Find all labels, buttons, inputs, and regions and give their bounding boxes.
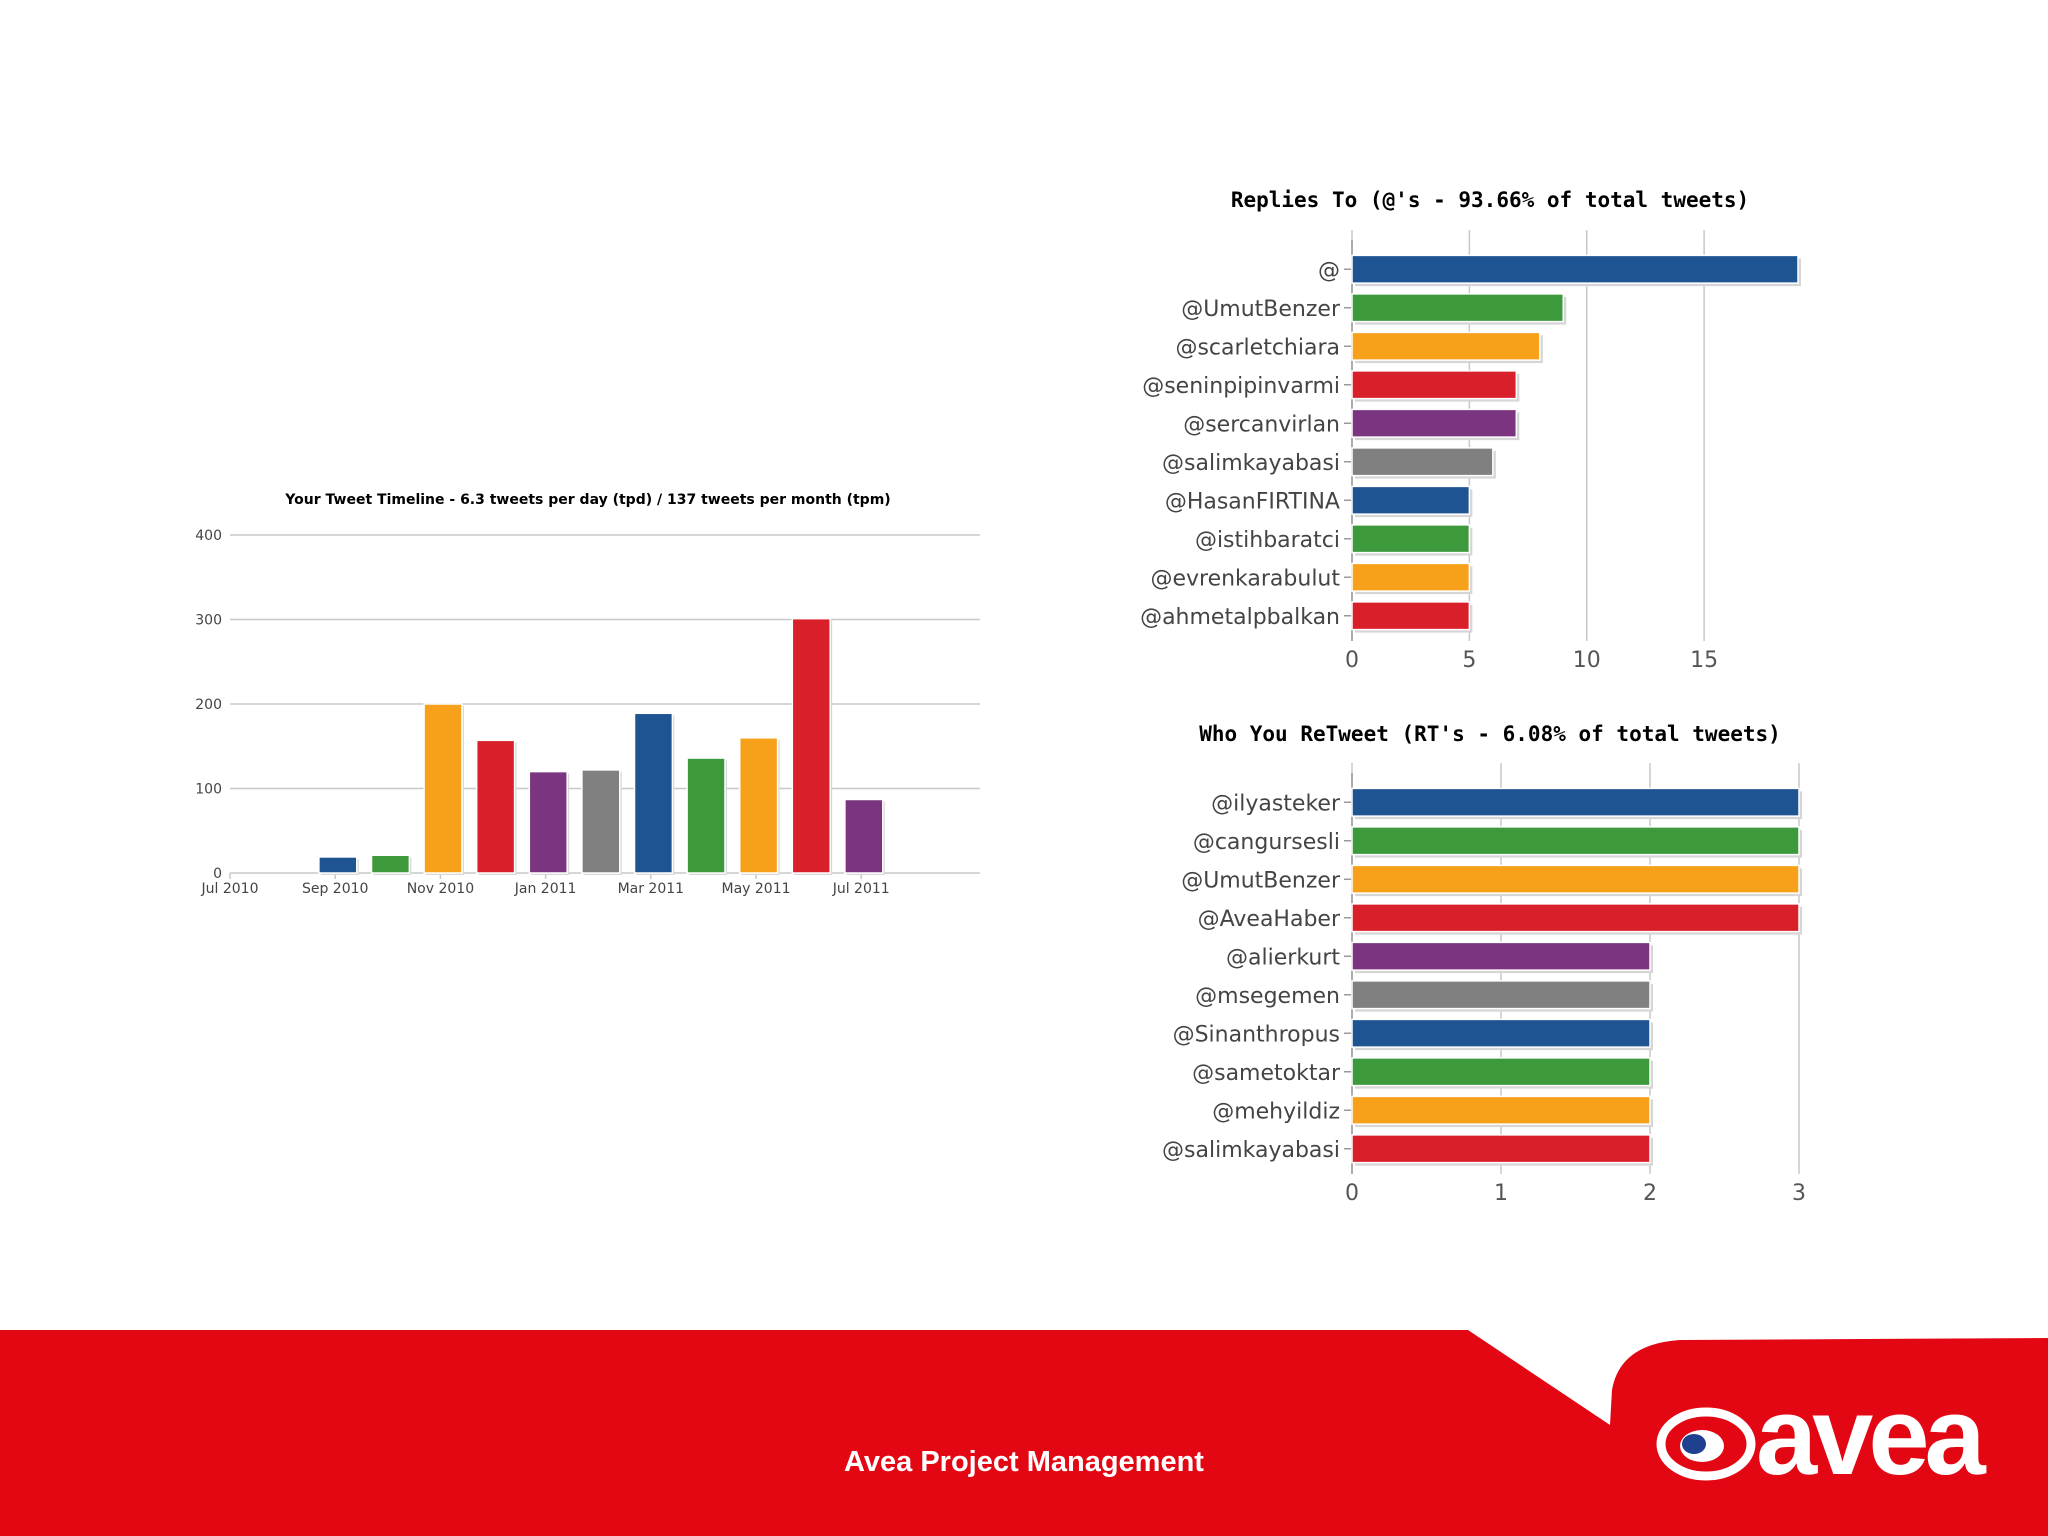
bar [1351, 524, 1471, 554]
category-label: @istihbaratci [1195, 528, 1340, 553]
category-label: @sercanvirlan [1183, 412, 1340, 437]
timeline-bar [844, 798, 884, 874]
timeline-bar [528, 770, 568, 874]
bar [1351, 562, 1471, 592]
x-tick-label: Jan 2011 [514, 881, 577, 897]
chart-title: Who You ReTweet (RT's - 6.08% of total t… [1199, 722, 1781, 746]
category-label: @ahmetalpbalkan [1140, 605, 1340, 630]
bar [1351, 447, 1494, 477]
category-label: @ [1318, 258, 1340, 283]
bar [1351, 331, 1541, 361]
timeline-bar [686, 757, 726, 874]
category-label: @Sinanthropus [1173, 1022, 1340, 1047]
bar [1351, 941, 1651, 971]
x-tick-label: 2 [1643, 1181, 1657, 1206]
bar [1351, 980, 1651, 1010]
bar [1351, 826, 1800, 856]
avea-logo: avea [1656, 1382, 2012, 1506]
x-tick-label: 15 [1690, 648, 1718, 673]
x-tick-label: 3 [1792, 1181, 1806, 1206]
x-tick-label: 0 [1345, 648, 1359, 673]
bar [1351, 1134, 1651, 1164]
category-label: @UmutBenzer [1181, 868, 1341, 893]
x-tick-label: Jul 2010 [201, 881, 259, 897]
y-tick-label: 400 [195, 528, 222, 544]
timeline-bar [581, 769, 621, 874]
bar [1351, 254, 1799, 284]
bar [1351, 485, 1471, 515]
timeline-bar [738, 737, 779, 874]
footer-banner [0, 1330, 2048, 1536]
timeline-bar [633, 712, 674, 874]
x-tick-label: Mar 2011 [618, 881, 685, 897]
tweet-timeline-chart: Your Tweet Timeline - 6.3 tweets per day… [170, 480, 1010, 900]
chart-title: Your Tweet Timeline - 6.3 tweets per day… [284, 492, 890, 508]
category-label: @ilyasteker [1211, 791, 1341, 816]
category-label: @seninpipinvarmi [1142, 374, 1340, 399]
bar [1351, 1095, 1651, 1125]
category-label: @mehyildiz [1212, 1099, 1340, 1124]
x-tick-label: Sep 2010 [302, 881, 368, 897]
bar [1351, 293, 1565, 323]
x-tick-label: May 2011 [722, 881, 791, 897]
bar [1351, 601, 1471, 631]
chart-title: Replies To (@'s - 93.66% of total tweets… [1231, 188, 1749, 212]
x-tick-label: Jul 2011 [832, 881, 890, 897]
x-tick-label: 1 [1494, 1181, 1508, 1206]
footer-red-band [0, 1330, 2048, 1536]
y-tick-label: 300 [195, 613, 222, 629]
timeline-bar [423, 703, 463, 874]
footer-title: Avea Project Management [844, 1446, 1204, 1478]
bar [1351, 1057, 1651, 1087]
x-tick-label: 10 [1573, 648, 1601, 673]
tweet-timeline-svg: Your Tweet Timeline - 6.3 tweets per day… [195, 492, 980, 897]
replies-to-chart: Replies To (@'s - 93.66% of total tweets… [1080, 180, 1860, 680]
retweets-svg: Who You ReTweet (RT's - 6.08% of total t… [1162, 722, 1806, 1206]
y-tick-label: 200 [195, 697, 222, 713]
category-label: @scarletchiara [1175, 335, 1340, 360]
category-label: @HasanFIRTINA [1165, 489, 1340, 514]
y-tick-label: 0 [213, 866, 222, 882]
replies-to-svg: Replies To (@'s - 93.66% of total tweets… [1140, 188, 1801, 673]
timeline-bar [318, 856, 358, 874]
bar [1351, 787, 1800, 817]
x-tick-label: Nov 2010 [407, 881, 474, 897]
category-label: @evrenkarabulut [1150, 566, 1340, 591]
category-label: @salimkayabasi [1162, 451, 1340, 476]
category-label: @AveaHaber [1198, 907, 1341, 932]
bar [1351, 1018, 1651, 1048]
y-tick-label: 100 [195, 782, 222, 798]
bar [1351, 903, 1800, 933]
x-tick-label: 5 [1462, 648, 1476, 673]
timeline-bar [475, 739, 516, 874]
x-tick-label: 0 [1345, 1181, 1359, 1206]
category-label: @cangursesli [1193, 830, 1340, 855]
category-label: @msegemen [1195, 984, 1340, 1009]
bar [1351, 408, 1518, 438]
retweets-chart: Who You ReTweet (RT's - 6.08% of total t… [1080, 715, 1860, 1206]
category-label: @UmutBenzer [1181, 297, 1341, 322]
timeline-bar [791, 617, 831, 874]
avea-swirl-icon [1656, 1407, 1756, 1481]
category-label: @sametoktar [1192, 1061, 1341, 1086]
category-label: @alierkurt [1226, 945, 1340, 970]
bar [1351, 864, 1800, 894]
timeline-bar [370, 854, 411, 874]
bar [1351, 370, 1518, 400]
avea-logo-word: avea [1756, 1375, 1986, 1498]
category-label: @salimkayabasi [1162, 1138, 1340, 1163]
